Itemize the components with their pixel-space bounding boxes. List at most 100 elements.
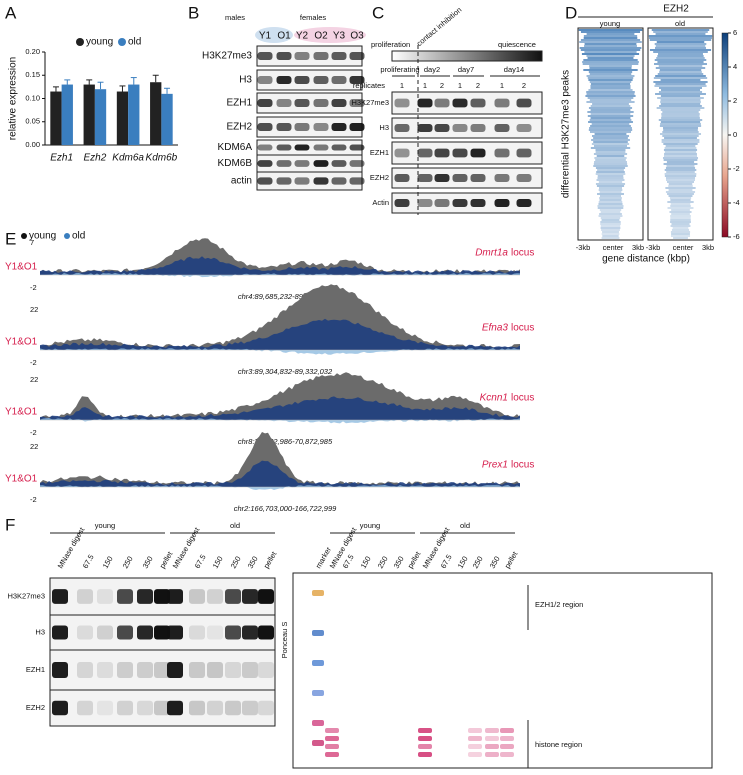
heatmap-row [599, 199, 622, 201]
heatmap-row [600, 217, 621, 219]
blot-band [137, 662, 153, 678]
ponceau-band [418, 736, 432, 741]
locus-gene: Kcnn1 [480, 393, 508, 404]
track-young [40, 284, 520, 350]
blot-band [97, 700, 113, 716]
blot-band [225, 625, 241, 640]
heatmap-row [599, 191, 622, 193]
blot-band [294, 144, 310, 151]
heatmap-row [585, 95, 636, 97]
lane-label: pellet [503, 549, 520, 570]
heatmap-row [667, 193, 694, 195]
heatmap-row [668, 189, 693, 191]
heatmap-row [665, 145, 696, 147]
blot-band [276, 144, 292, 151]
heatmap-row [592, 103, 629, 105]
track-ymin: -2 [30, 495, 37, 504]
heatmap-row [663, 159, 698, 161]
blot-band [257, 99, 273, 107]
heatmap-row [657, 73, 704, 75]
heatmap-row [653, 81, 708, 83]
track-old [40, 460, 520, 487]
heatmap-row [665, 177, 696, 179]
heatmap-row [596, 171, 625, 173]
blot-band [434, 148, 450, 158]
heatmap-row [659, 87, 702, 89]
heatmap-row [589, 67, 632, 69]
lane-label: 350 [392, 555, 406, 570]
region-label: histone region [535, 740, 582, 749]
heatmap-row [664, 137, 697, 139]
heatmap-row [656, 41, 705, 43]
heatmap-row [653, 51, 708, 53]
colorbar-label: 0 [733, 130, 737, 139]
heatmap-row [581, 53, 640, 55]
heatmap-row [598, 181, 623, 183]
heatmap-row [590, 109, 631, 111]
marker-band [312, 660, 324, 666]
heatmap-row [659, 125, 702, 127]
blot-band [167, 662, 183, 678]
marker-band [312, 720, 324, 726]
blot-band [434, 124, 450, 132]
track-ymin: -2 [30, 283, 37, 292]
colorbar-label: 6 [733, 28, 737, 37]
heatmap-row [670, 225, 691, 227]
track-old [40, 256, 520, 275]
ponceau-band [485, 752, 499, 757]
heatmap-row [665, 191, 696, 193]
ponceau-band [485, 736, 499, 741]
heatmap-row [583, 69, 638, 71]
heatmap-row [597, 177, 624, 179]
blot-band [276, 52, 292, 60]
heatmap-row [586, 93, 635, 95]
heatmap-row [601, 229, 620, 231]
row-label: H3 [239, 75, 252, 86]
condition-label: day2 [424, 65, 440, 74]
heatmap-row [655, 75, 706, 77]
ponceau-band [325, 736, 339, 741]
blot-band [117, 662, 133, 678]
colorbar-label: -4 [733, 198, 740, 207]
locus-label: locus [511, 460, 534, 471]
bar [94, 89, 107, 145]
lane-label: 67.5 [193, 553, 208, 570]
heatmap-row [669, 197, 692, 199]
lane-label: 150 [211, 555, 225, 570]
heatmap-row [655, 45, 706, 47]
heatmap-row [661, 117, 700, 119]
sample-label: Y1&O1 [5, 407, 38, 418]
heatmap-row [594, 161, 627, 163]
blot-band [331, 76, 347, 84]
track-old [40, 396, 520, 420]
blot-band [434, 199, 450, 207]
heatmap-row [670, 219, 691, 221]
group-label: young [360, 521, 380, 530]
heatmap-title: EZH2 [663, 4, 689, 15]
row-label: Actin [372, 198, 389, 207]
blot-band [258, 625, 274, 640]
blot-band [117, 589, 133, 604]
heatmap-row [660, 99, 701, 101]
heatmap-row [667, 207, 694, 209]
legend-label: old [72, 231, 85, 242]
row-label: EZH1 [26, 665, 45, 674]
heatmap-row [600, 223, 621, 225]
blot-band [154, 589, 170, 604]
panel-label: A [5, 3, 17, 22]
row-label: EZH1 [370, 148, 389, 157]
heatmap-row [593, 137, 628, 139]
blot-band [470, 98, 486, 108]
blot-band [313, 76, 329, 84]
row-label: EZH1 [226, 98, 252, 109]
track-young [40, 432, 520, 487]
lane-label: 150 [359, 555, 373, 570]
heatmap-row [590, 125, 631, 127]
blot-band [258, 662, 274, 678]
heatmap-row [595, 183, 626, 185]
y-axis-label: relative expression [8, 57, 19, 140]
blot-band [52, 662, 68, 678]
blot-band [313, 177, 329, 185]
marker-band [312, 740, 324, 746]
blot-band [331, 52, 347, 60]
